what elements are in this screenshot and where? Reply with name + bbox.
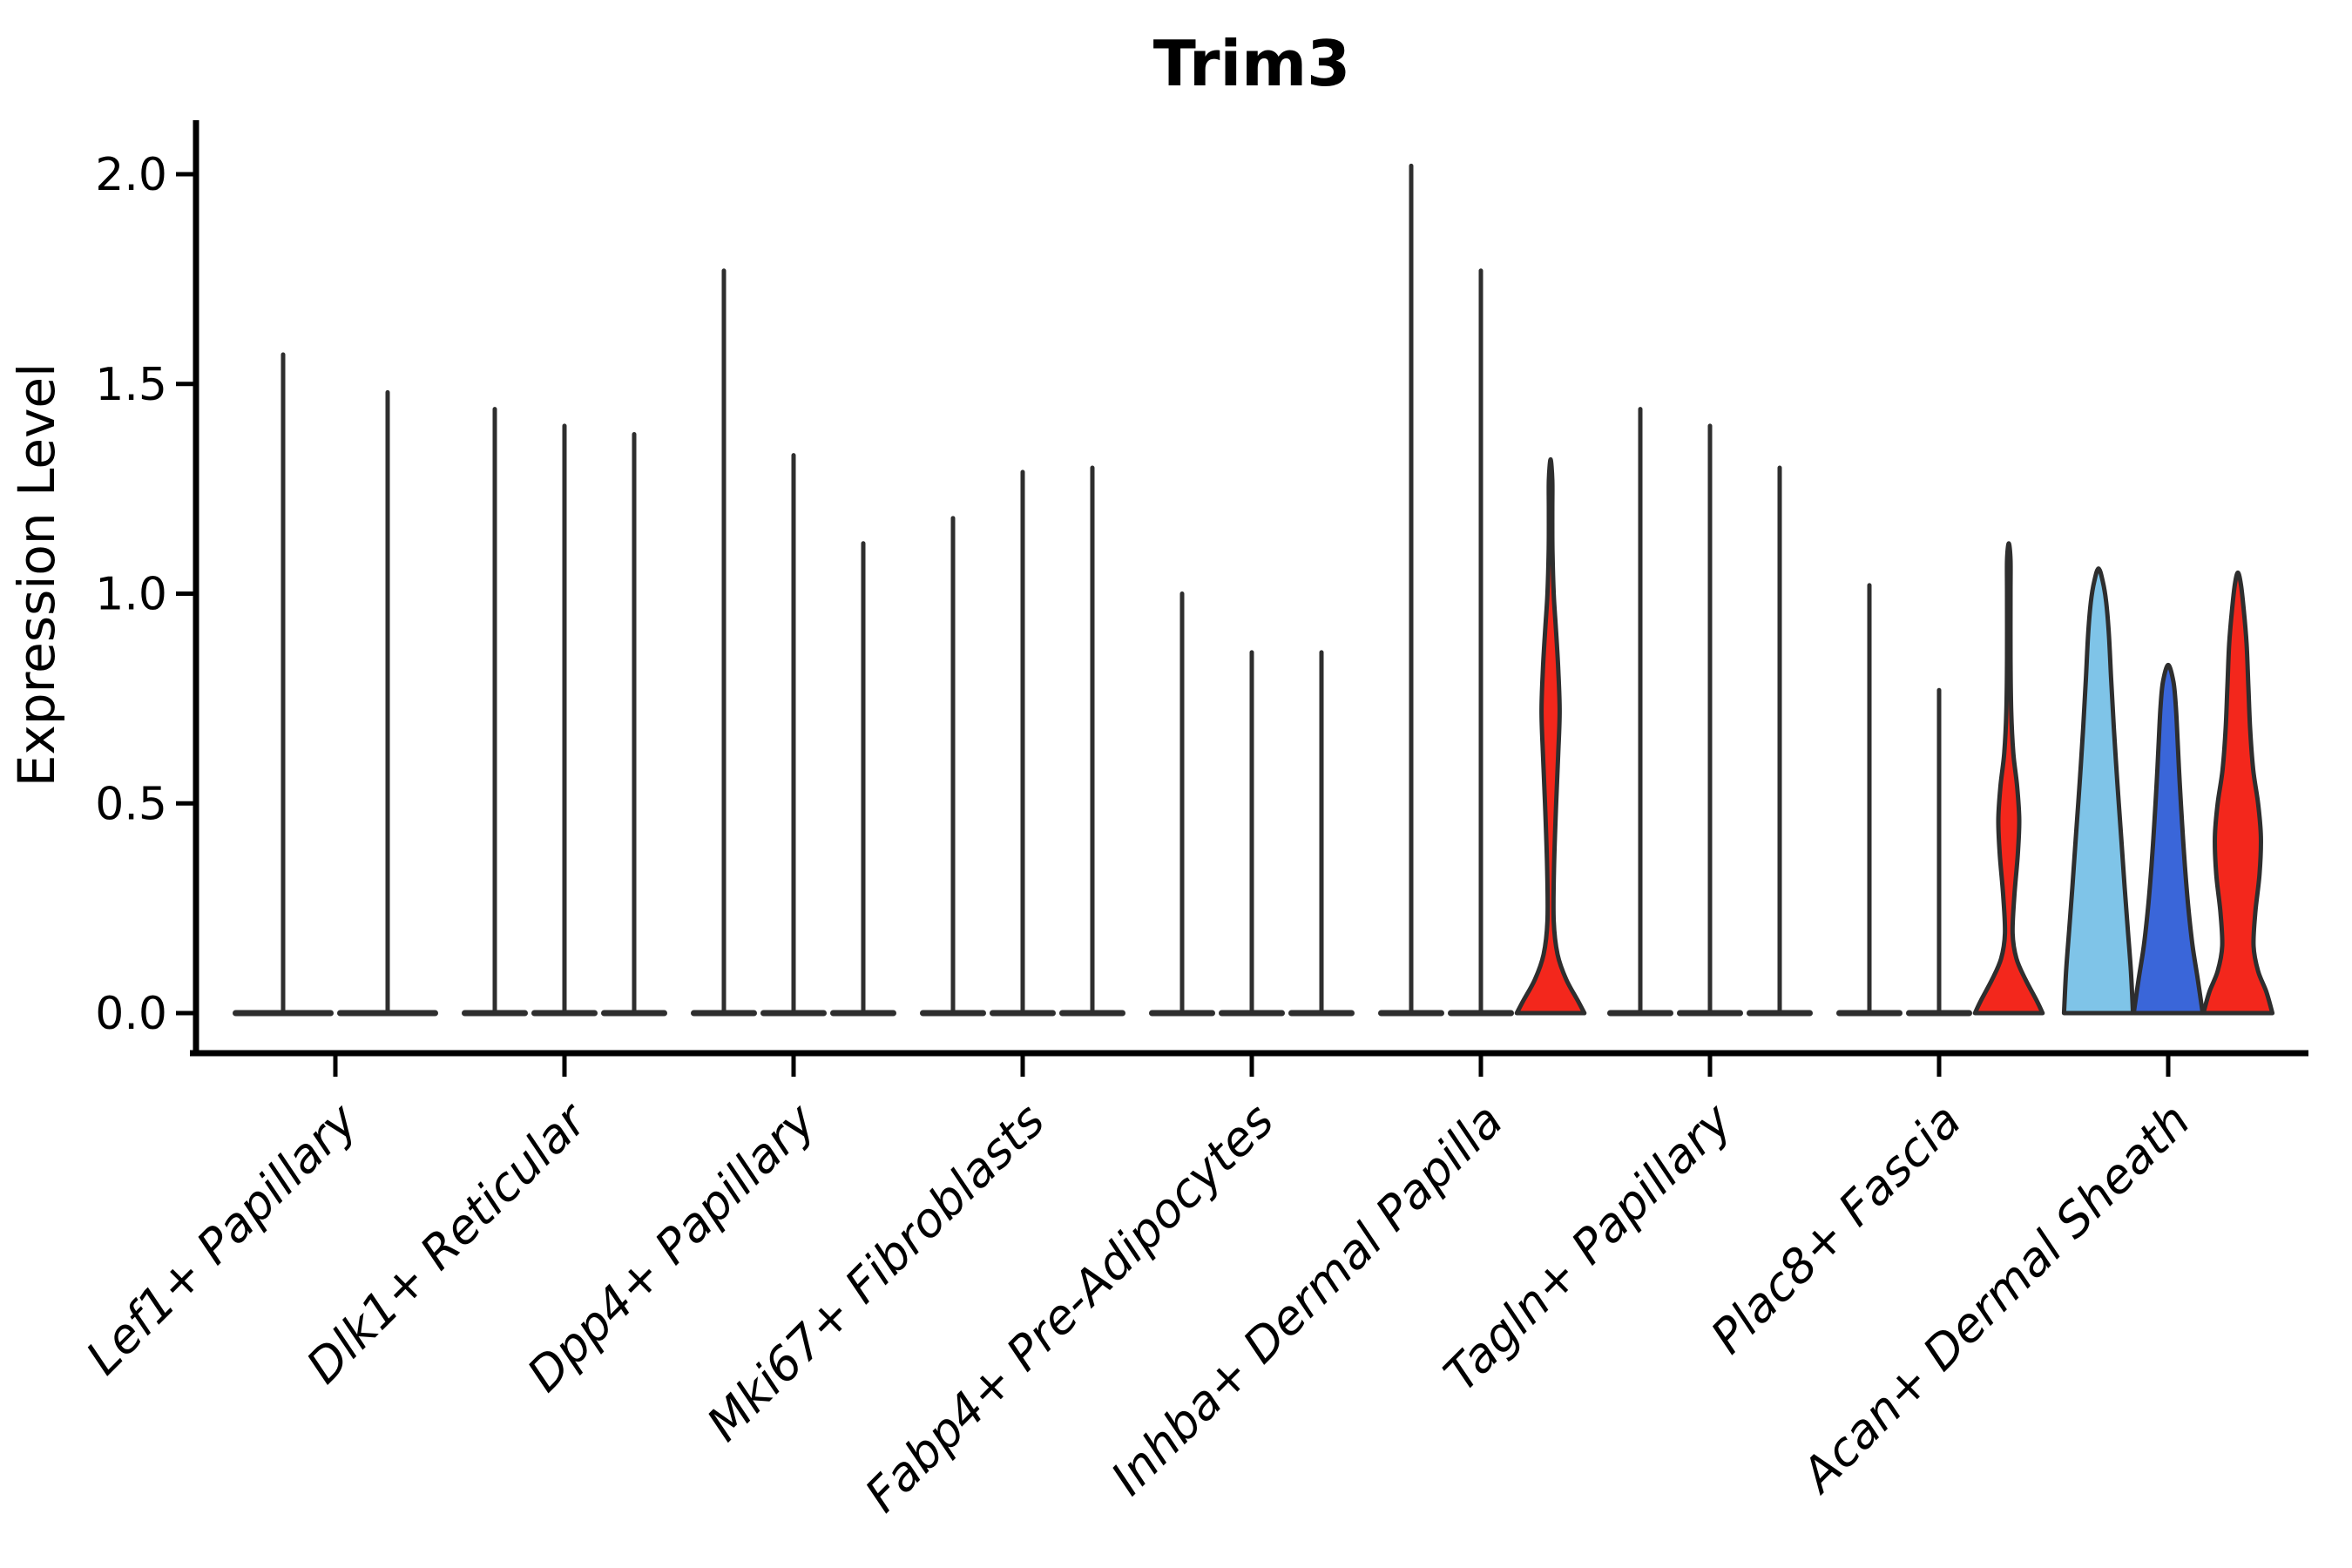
violin-red [1514, 456, 1587, 1016]
violin-layer [233, 163, 2275, 1017]
y-tick-label: 0.5 [95, 778, 167, 830]
violin-red [1972, 541, 2045, 1016]
violin-lightblue [2061, 566, 2136, 1016]
chart-title: Trim3 [1153, 27, 1351, 100]
y-tick-label: 1.0 [95, 569, 167, 621]
y-tick-label: 0.0 [95, 988, 167, 1040]
y-axis-label: Expression Level [7, 363, 66, 787]
y-tick-label: 1.5 [95, 359, 167, 411]
y-tick-label: 2.0 [95, 149, 167, 201]
violin-red [2200, 570, 2275, 1016]
y-axis-spine [193, 120, 199, 1057]
x-axis-spine [190, 1050, 2308, 1057]
violin-blue [2131, 662, 2206, 1016]
